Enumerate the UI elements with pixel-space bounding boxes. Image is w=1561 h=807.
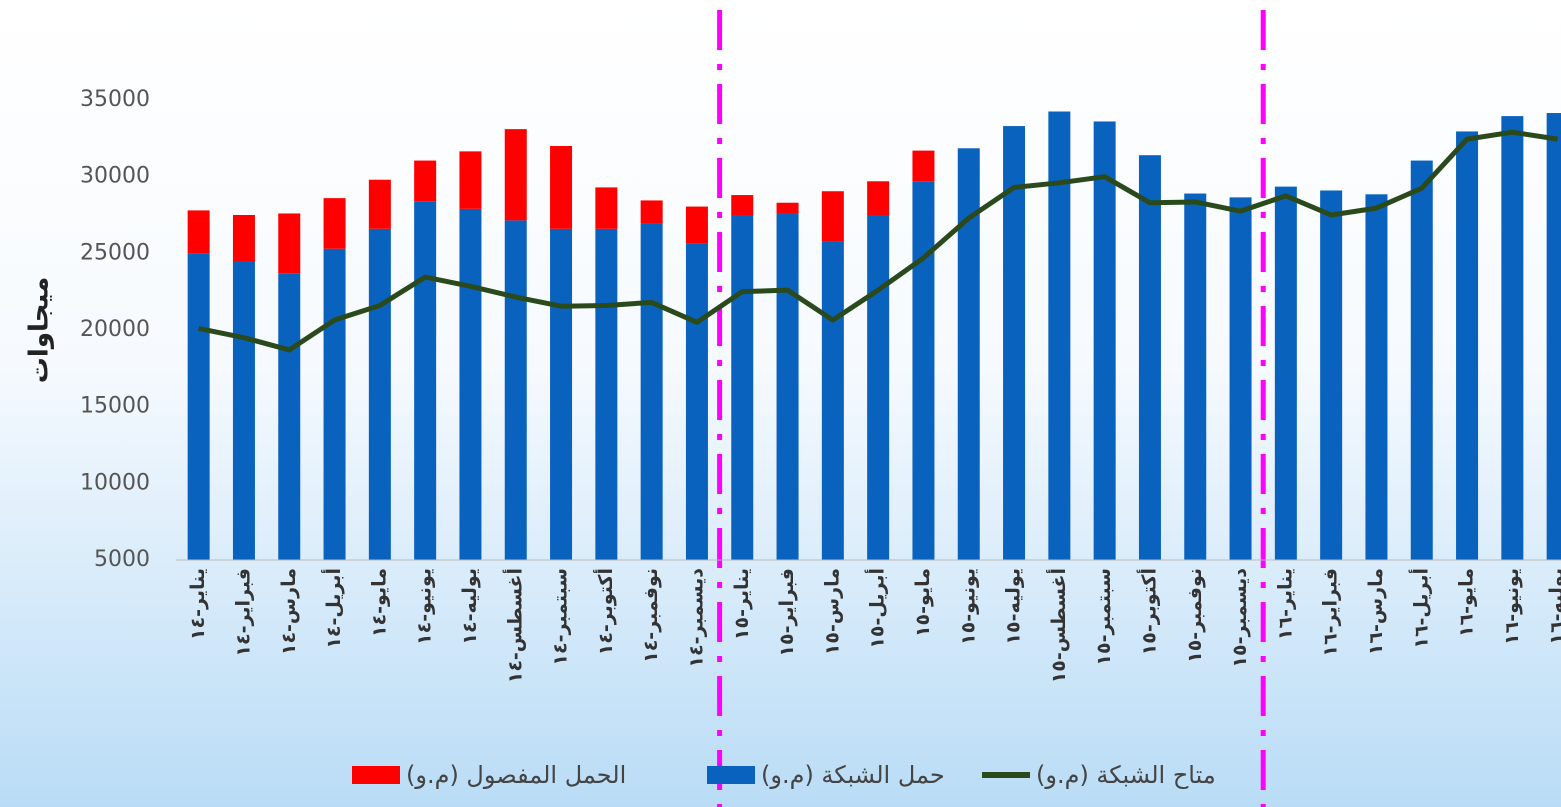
x-tick-label: نوفمبر-١٥: [1184, 568, 1206, 663]
y-tick-label: 30000: [80, 164, 150, 189]
x-tick-label: أبريل-١٥: [865, 568, 889, 649]
y-tick-label: 5000: [94, 547, 150, 572]
bar: [324, 249, 346, 560]
bar: [822, 191, 844, 241]
bar: [731, 195, 753, 215]
bar: [641, 200, 663, 223]
x-tick-label: يونيو-١٦: [1501, 568, 1523, 645]
bar: [188, 253, 210, 560]
bar: [1501, 116, 1523, 560]
bar: [278, 213, 300, 273]
x-tick-label: ديسمبر-١٤: [685, 568, 707, 668]
bar: [1094, 121, 1116, 560]
bar: [1320, 190, 1342, 560]
bar: [912, 181, 934, 560]
bar: [369, 229, 391, 560]
bar: [550, 146, 572, 229]
x-tick-label: يوليه-١٥: [1003, 568, 1025, 645]
x-tick-label: نوفمبر-١٤: [640, 568, 662, 663]
x-tick-label: أغسطس-١٤: [502, 568, 526, 683]
chart: ميجاوات 5000 10000 15000 20000 25000 30000 350…: [0, 0, 1561, 807]
legend-label: متاح الشبكة (م.و): [1036, 761, 1216, 789]
x-tick-label: ديسمبر-١٥: [1229, 568, 1251, 668]
bar: [414, 201, 436, 560]
x-tick-label: مارس-١٦: [1365, 568, 1387, 655]
bar: [278, 273, 300, 560]
bar: [777, 213, 799, 560]
x-tick-label: يونيو-١٥: [957, 568, 979, 645]
bar: [731, 215, 753, 560]
x-tick-label: يوليه-١٤: [459, 568, 481, 645]
x-tick-label: مارس-١٥: [821, 568, 843, 655]
x-tick-label: سبتمبر-١٤: [550, 568, 572, 666]
x-tick-label: سبتمبر-١٥: [1093, 568, 1115, 666]
bar: [324, 198, 346, 249]
bar: [1184, 194, 1206, 560]
x-tick-label: يناير-١٥: [731, 568, 753, 640]
y-tick-label: 15000: [80, 394, 150, 419]
bar: [867, 215, 889, 560]
bar: [1547, 113, 1561, 560]
x-tick-label: أكتوبر-١٥: [1136, 568, 1160, 655]
y-tick-label: 20000: [80, 317, 150, 342]
bar: [505, 220, 527, 560]
bar: [505, 129, 527, 220]
bar: [459, 151, 481, 209]
bar: [595, 229, 617, 560]
bar: [867, 181, 889, 215]
bar: [1048, 112, 1070, 561]
bar: [233, 261, 255, 560]
bar: [777, 203, 799, 214]
y-axis-label: ميجاوات: [25, 277, 55, 383]
bar: [595, 187, 617, 228]
x-tick-label: يناير-١٤: [187, 568, 209, 640]
y-tick-label: 35000: [80, 87, 150, 112]
bar: [822, 241, 844, 560]
y-tick-label: 25000: [80, 240, 150, 265]
y-tick-label: 10000: [80, 470, 150, 495]
x-tick-label: مايو-١٦: [1456, 568, 1478, 637]
x-tick-label: فبراير-١٥: [776, 568, 798, 657]
x-tick-label: أغسطس-١٥: [1046, 568, 1070, 683]
bar: [414, 161, 436, 202]
bar: [641, 223, 663, 560]
legend-swatch: [707, 766, 755, 784]
bar: [369, 180, 391, 229]
bar: [459, 209, 481, 560]
legend-label: حمل الشبكة (م.و): [761, 761, 945, 789]
bar: [686, 243, 708, 560]
x-tick-label: يونيو-١٤: [414, 568, 436, 645]
bar: [1275, 187, 1297, 560]
x-tick-label: مايو-١٤: [368, 568, 390, 637]
bar: [188, 210, 210, 253]
x-tick-label: مارس-١٤: [278, 568, 300, 655]
x-tick-label: فبراير-١٤: [232, 568, 254, 657]
bar: [1230, 197, 1252, 560]
x-tick-label: يوليه-١٦: [1546, 568, 1561, 645]
bar: [1411, 161, 1433, 560]
x-tick-label: يناير-١٦: [1274, 568, 1296, 640]
bar: [686, 207, 708, 244]
bar: [233, 215, 255, 261]
x-tick-label: مايو-١٥: [912, 568, 934, 637]
bar: [1456, 131, 1478, 560]
x-tick-label: أكتوبر-١٤: [593, 568, 617, 655]
bar: [1365, 194, 1387, 560]
legend-swatch: [352, 766, 400, 784]
bar: [1139, 155, 1161, 560]
x-tick-label: أبريل-١٦: [1408, 568, 1432, 649]
x-tick-label: أبريل-١٤: [321, 568, 345, 649]
bar: [912, 151, 934, 182]
x-tick-label: فبراير-١٦: [1320, 568, 1342, 657]
bar: [550, 229, 572, 560]
legend-label: الحمل المفصول (م.و): [406, 761, 626, 789]
